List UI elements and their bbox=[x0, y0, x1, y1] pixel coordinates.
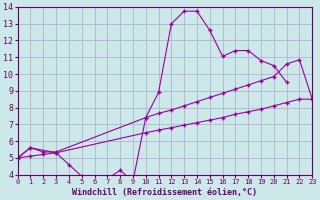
X-axis label: Windchill (Refroidissement éolien,°C): Windchill (Refroidissement éolien,°C) bbox=[72, 188, 258, 197]
